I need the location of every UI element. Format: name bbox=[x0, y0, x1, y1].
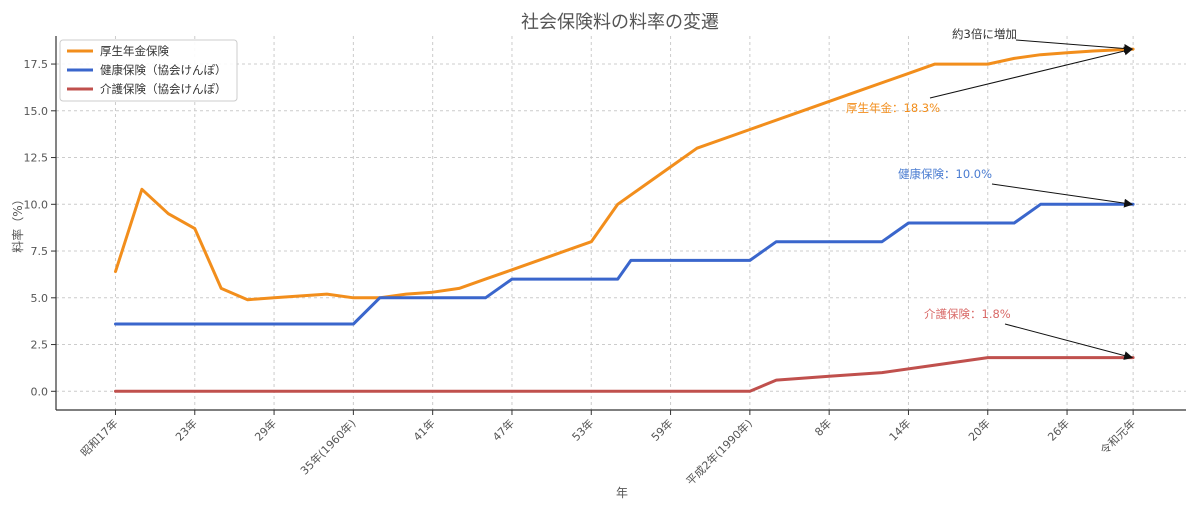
annotation-pension: 厚生年金：18.3% bbox=[846, 101, 940, 115]
x-tick-label: 8年 bbox=[812, 416, 835, 439]
series-line-health bbox=[114, 202, 1135, 326]
x-tick-label: 41年 bbox=[410, 416, 438, 444]
annotation-increase: 約3倍に増加 bbox=[952, 27, 1017, 41]
x-tick-label: 23年 bbox=[172, 416, 200, 444]
annotation-pension-arrow bbox=[929, 46, 1134, 99]
y-tick-label: 12.5 bbox=[24, 152, 49, 165]
y-tick-label: 0.0 bbox=[31, 385, 49, 398]
x-tick-label: 平成2年(1990年) bbox=[683, 416, 755, 488]
series-line-care bbox=[114, 356, 1135, 393]
x-tick-label: 14年 bbox=[886, 416, 914, 444]
annotation-care-arrow bbox=[1004, 323, 1134, 360]
x-tick-label: 昭和17年 bbox=[77, 416, 120, 459]
y-axis-label: 料率（%） bbox=[10, 193, 25, 252]
x-axis-ticks: 昭和17年 23年 29年 35年(1960年) 41年 47年 53年 59年 平成2年(19… bbox=[77, 410, 1138, 488]
x-tick-label: 59年 bbox=[648, 416, 676, 444]
x-tick-label: 20年 bbox=[965, 416, 993, 444]
legend-box bbox=[59, 39, 238, 102]
annotation-care: 介護保険：1.8% bbox=[924, 307, 1011, 321]
legend-label-health: 健康保険（協会けんぽ） bbox=[100, 63, 227, 77]
x-tick-label: 26年 bbox=[1045, 416, 1073, 444]
x-tick-label: 35年(1960年) bbox=[297, 416, 358, 477]
annotation-increase-arrow bbox=[1015, 39, 1134, 53]
legend-label-care: 介護保険（協会けんぽ） bbox=[100, 82, 227, 96]
x-tick-label: 47年 bbox=[490, 416, 518, 444]
chart-title: 社会保険料の料率の変遷 bbox=[521, 12, 719, 33]
annotation-health-arrow bbox=[991, 183, 1134, 208]
x-tick-label: 53年 bbox=[569, 416, 597, 444]
legend: 厚生年金保険 健康保険（協会けんぽ） 介護保険（協会けんぽ） bbox=[59, 39, 238, 102]
series-line-pension bbox=[114, 47, 1135, 302]
annotations: 約3倍に増加 厚生年金：18.3% 健康保険：10.0% 介護保険：1.8% bbox=[846, 27, 1134, 360]
x-axis-label: 年 bbox=[616, 486, 628, 500]
y-tick-label: 7.5 bbox=[31, 245, 49, 258]
y-tick-label: 15.0 bbox=[24, 105, 49, 118]
annotation-health: 健康保険：10.0% bbox=[898, 167, 992, 181]
legend-label-pension: 厚生年金保険 bbox=[100, 44, 169, 58]
y-tick-label: 17.5 bbox=[24, 58, 49, 71]
y-axis-ticks: 0.0 2.5 5.0 7.5 10.0 12.5 15.0 17.5 bbox=[24, 58, 56, 398]
x-tick-label: 令和元年 bbox=[1097, 416, 1138, 457]
series-lines bbox=[114, 47, 1135, 393]
x-tick-label: 29年 bbox=[252, 416, 280, 444]
y-tick-label: 10.0 bbox=[24, 198, 49, 211]
y-tick-label: 5.0 bbox=[31, 292, 49, 305]
y-tick-label: 2.5 bbox=[31, 339, 49, 352]
